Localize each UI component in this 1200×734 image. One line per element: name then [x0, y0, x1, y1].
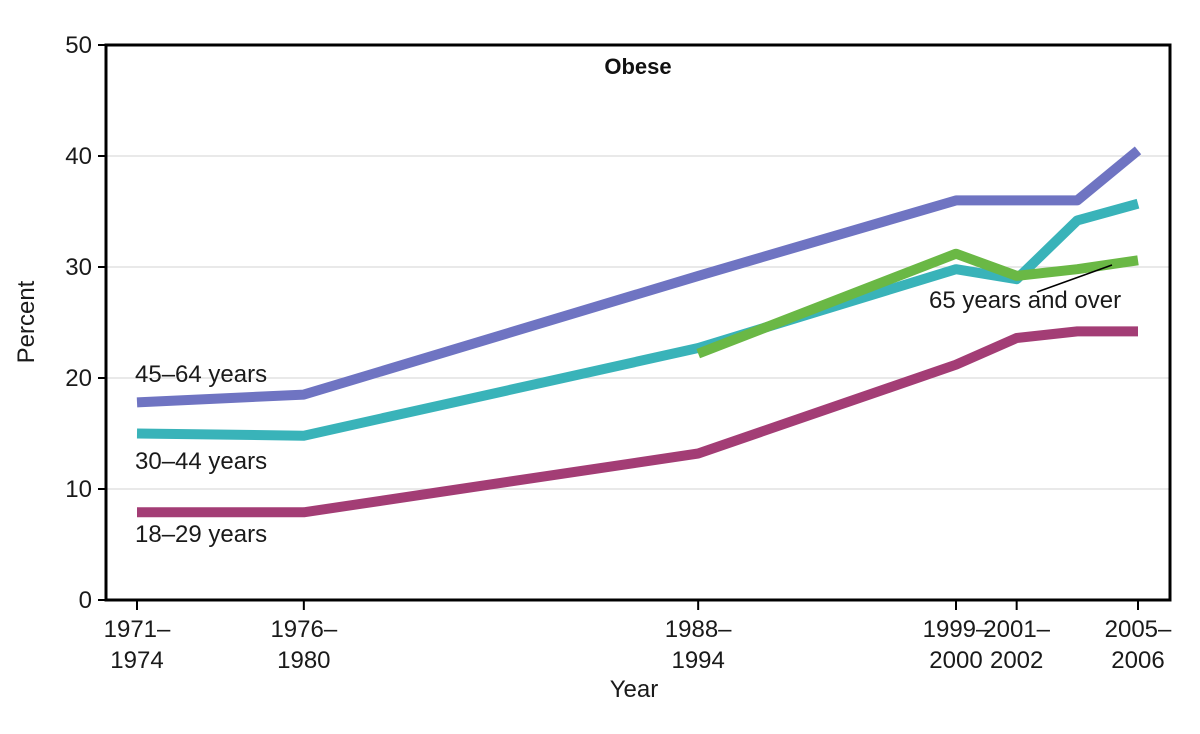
x-tick-label-line2: 1974: [110, 647, 163, 674]
y-tick-label-30: 30: [65, 254, 92, 281]
series-label-18-29: 18–29 years: [135, 521, 267, 548]
x-axis-title: Year: [610, 676, 659, 703]
y-tick-label-0: 0: [79, 587, 92, 614]
series-line-0: [136, 146, 1142, 408]
x-tick-label-line2: 1980: [277, 647, 330, 674]
x-axis-ticks: 1971– 1974 1976– 1980 1988– 1994 1999– 20002001…: [104, 600, 1172, 674]
x-tick-label-line2: 1994: [671, 647, 724, 674]
chart-title: Obese: [604, 54, 671, 79]
series-line-2: [696, 248, 1139, 359]
series-label-45-64: 45–64 years: [135, 361, 267, 388]
y-tick-label-50: 50: [65, 32, 92, 59]
x-tick-label-line1: 2005–: [1105, 616, 1172, 643]
series-label-30-44: 30–44 years: [135, 448, 267, 475]
y-tick-label-40: 40: [65, 143, 92, 170]
x-tick-label-line1: 1971–: [104, 616, 171, 643]
y-tick-label-10: 10: [65, 476, 92, 503]
x-tick-label-line1: 1999–: [923, 616, 990, 643]
x-tick-label-line1: 1976–: [270, 616, 337, 643]
x-tick-label-line1: 2001–: [983, 616, 1050, 643]
series-label-leader-line: [1036, 264, 1113, 293]
series-line-1: [136, 198, 1140, 441]
series-lines: [136, 146, 1142, 518]
x-tick-label-line1: 1988–: [665, 616, 732, 643]
series-label-65-over: 65 years and over: [929, 287, 1121, 314]
y-axis-ticks: 0 10 20 30 40 50: [65, 32, 106, 614]
x-tick-label-line2: 2000: [929, 647, 982, 674]
y-tick-label-20: 20: [65, 365, 92, 392]
x-tick-label-line2: 2002: [990, 647, 1043, 674]
x-tick-label-line2: 2006: [1111, 647, 1164, 674]
plot-frame: [104, 43, 1172, 602]
y-axis-title: Percent: [13, 280, 40, 363]
series-line-3: [137, 326, 1138, 518]
